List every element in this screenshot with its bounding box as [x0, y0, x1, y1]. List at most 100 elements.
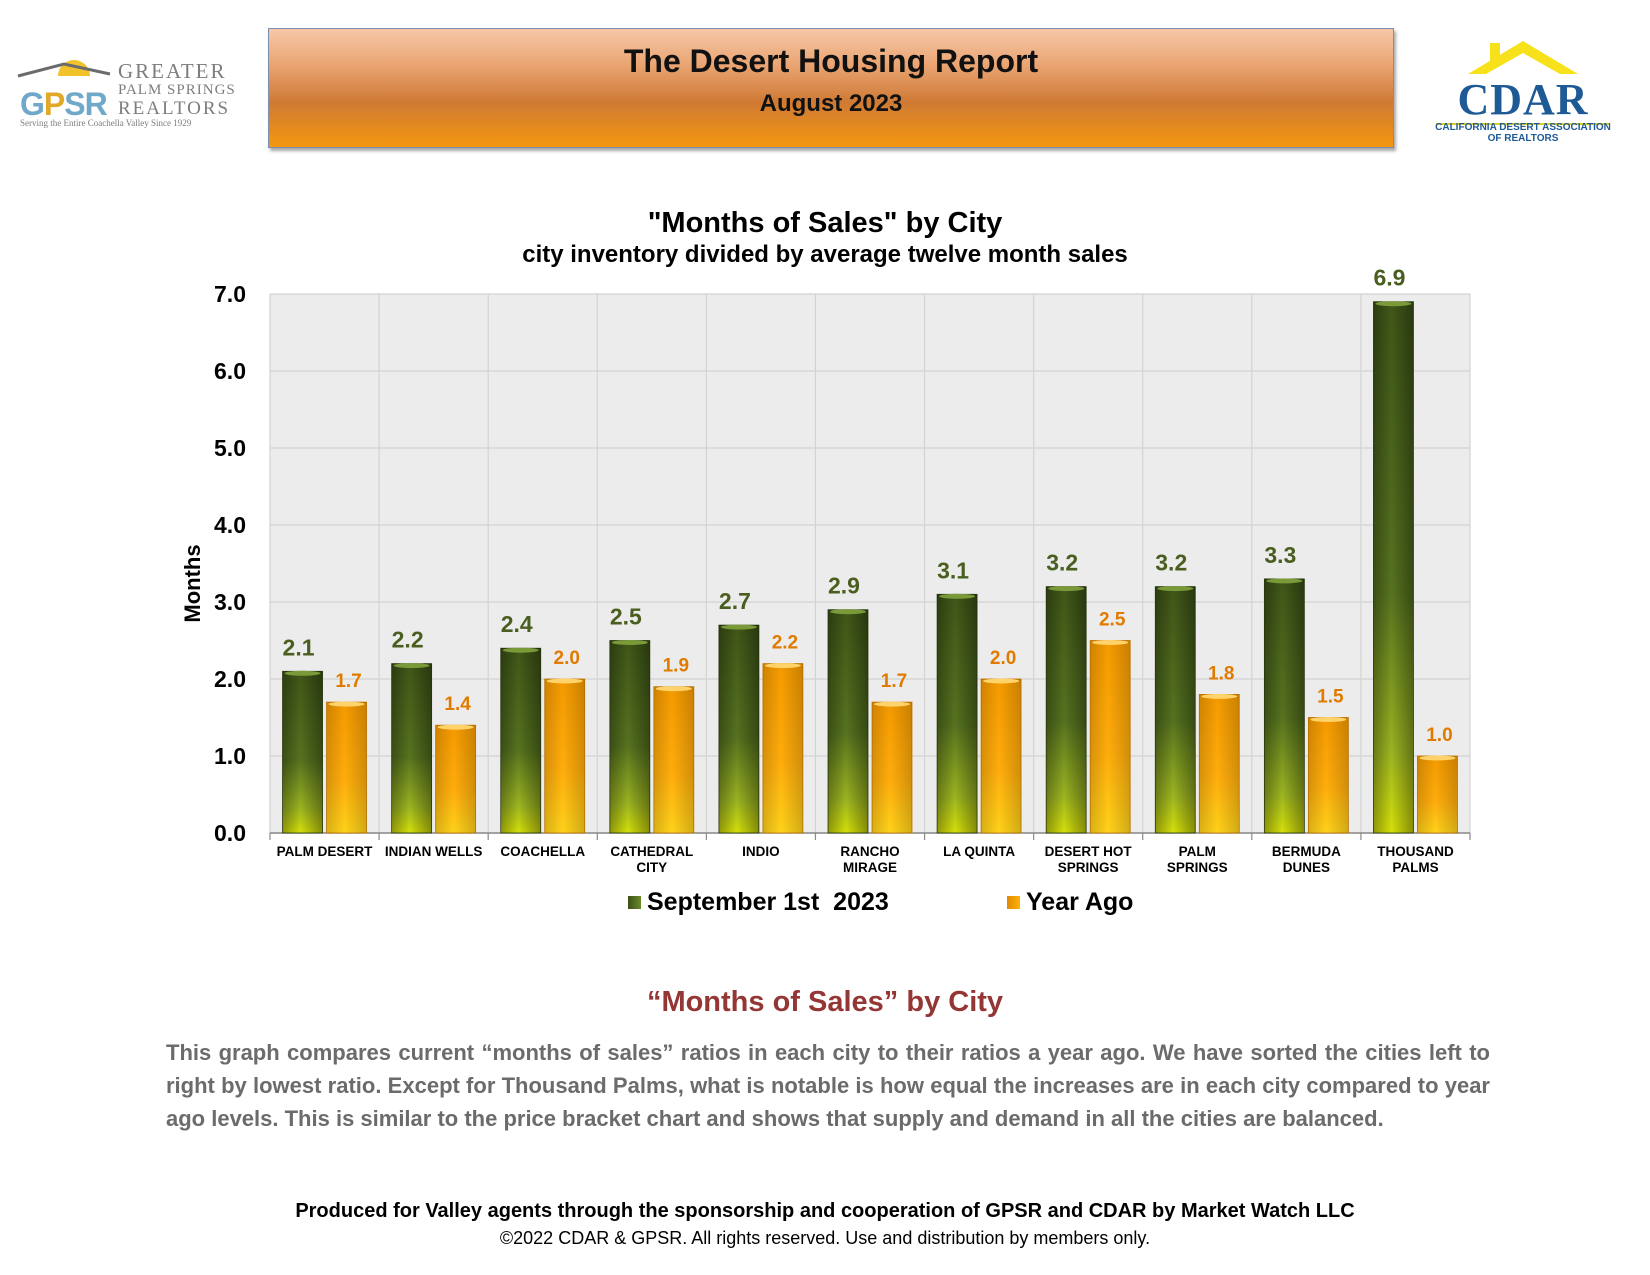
x-tick-label: COACHELLA — [500, 844, 585, 859]
y-tick-label: 2.0 — [214, 666, 246, 692]
bar-current-cap — [1375, 301, 1412, 307]
legend-item-current: September 1st 2023 — [628, 888, 889, 917]
sunrise-roof-icon — [14, 60, 124, 92]
legend-label-year-ago: Year Ago — [1026, 888, 1134, 916]
chart-legend: September 1st 2023 Year Ago — [0, 888, 1650, 928]
data-label-current: 2.5 — [610, 604, 642, 630]
bar-current-cap — [720, 624, 757, 630]
data-label-year-ago: 2.0 — [990, 648, 1016, 669]
y-tick-label: 4.0 — [214, 512, 246, 538]
data-label-current: 3.3 — [1264, 542, 1296, 568]
house-roof-icon — [1468, 41, 1578, 74]
bar-current-shade — [828, 609, 868, 833]
bar-year-ago-cap — [655, 686, 692, 692]
data-label-current: 2.9 — [828, 573, 860, 599]
gpsr-wordmark: GREATER PALM SPRINGS REALTORS — [118, 59, 236, 119]
data-label-year-ago: 1.7 — [881, 671, 907, 692]
bar-year-ago-cap — [1201, 693, 1238, 699]
report-banner: The Desert Housing Report August 2023 — [268, 28, 1394, 148]
x-tick-label: MIRAGE — [843, 860, 897, 875]
footer-copyright: ©2022 CDAR & GPSR. All rights reserved. … — [499, 1228, 1151, 1248]
legend-label-current: September 1st 2023 — [647, 888, 889, 916]
gpsr-logo: GPSR GREATER PALM SPRINGS REALTORS Servi… — [14, 52, 244, 132]
bar-current-cap — [1157, 586, 1194, 592]
data-label-year-ago: 1.9 — [663, 656, 689, 677]
bar-current-shade — [609, 640, 650, 833]
data-label-current: 3.2 — [1155, 550, 1187, 576]
data-label-current: 6.9 — [1373, 265, 1405, 291]
data-label-current: 2.7 — [719, 588, 751, 614]
bar-year-ago-cap — [437, 724, 474, 730]
gpsr-tagline: Serving the Entire Coachella Valley Sinc… — [20, 118, 192, 128]
footer-credit: Produced for Valley agents through the s… — [295, 1200, 1355, 1222]
bar-year-ago-cap — [874, 701, 910, 707]
bar-current-shade — [1264, 578, 1305, 833]
y-tick-label: 1.0 — [214, 743, 246, 769]
data-label-year-ago: 1.0 — [1426, 725, 1452, 746]
bar-current-shade — [500, 648, 541, 833]
x-tick-label: INDIO — [742, 844, 780, 859]
cdar-logo: CDAR CALIFORNIA DESERT ASSOCIATION OF RE… — [1428, 38, 1618, 148]
gpsr-letters: GPSR — [20, 86, 108, 122]
report-title: The Desert Housing Report — [623, 43, 1039, 79]
chart-subtitle: city inventory divided by average twelve… — [522, 241, 1128, 268]
bar-year-ago-cap — [546, 678, 583, 684]
bar-current-cap — [611, 640, 648, 645]
bar-current-cap — [830, 609, 866, 615]
x-tick-label: BERMUDA — [1272, 844, 1341, 859]
x-tick-label: CATHEDRAL — [610, 844, 693, 859]
bar-year-ago-cap — [764, 663, 801, 669]
x-tick-label: PALM DESERT — [277, 844, 374, 859]
x-tick-label: DUNES — [1283, 860, 1330, 875]
data-label-current: 3.1 — [937, 557, 969, 583]
bar-current-shade — [1046, 586, 1087, 833]
bar-year-ago-cap — [1419, 755, 1456, 761]
data-label-year-ago: 1.8 — [1208, 663, 1234, 684]
bar-current-cap — [502, 647, 539, 653]
legend-swatch-current — [628, 896, 641, 909]
description-body: This graph compares current “months of s… — [166, 1040, 1490, 1131]
y-tick-label: 3.0 — [214, 589, 246, 615]
data-label-year-ago: 1.5 — [1317, 687, 1344, 708]
bar-current-shade — [1155, 586, 1196, 833]
y-tick-label: 6.0 — [214, 358, 246, 384]
bar-current-cap — [939, 593, 976, 599]
bar-current-shade — [1373, 301, 1414, 833]
bar-current-shade — [391, 663, 432, 833]
cdar-underline — [1436, 123, 1610, 125]
bar-current-cap — [1266, 578, 1303, 584]
data-label-year-ago: 1.4 — [444, 694, 471, 715]
y-axis-label: Months — [180, 544, 205, 622]
data-label-current: 2.4 — [501, 611, 533, 637]
data-label-current: 2.2 — [392, 627, 424, 653]
bar-year-ago-cap — [328, 701, 365, 707]
y-tick-label: 0.0 — [214, 820, 246, 846]
x-tick-label: INDIAN WELLS — [385, 844, 483, 859]
bar-year-ago-shade — [1199, 694, 1240, 833]
x-tick-label: DESERT HOT — [1045, 844, 1133, 859]
bar-year-ago-shade — [1090, 640, 1131, 833]
legend-item-year-ago: Year Ago — [1007, 888, 1133, 917]
data-label-year-ago: 1.7 — [335, 671, 361, 692]
bar-year-ago-shade — [872, 702, 912, 833]
bar-current-shade — [282, 671, 323, 833]
bar-year-ago-cap — [983, 678, 1020, 684]
bar-year-ago-shade — [544, 679, 585, 833]
cdar-full-name: CALIFORNIA DESERT ASSOCIATION OF REALTOR… — [1435, 122, 1611, 144]
legend-swatch-year-ago — [1007, 896, 1020, 909]
data-label-current: 2.1 — [283, 634, 315, 660]
cdar-wordmark: CDAR — [1457, 75, 1589, 124]
y-tick-label: 7.0 — [214, 281, 246, 307]
x-tick-label: LA QUINTA — [943, 844, 1015, 859]
bar-year-ago-shade — [981, 679, 1022, 833]
data-label-year-ago: 2.5 — [1099, 610, 1126, 631]
bar-year-ago-shade — [762, 663, 803, 833]
data-label-year-ago: 2.2 — [772, 633, 798, 654]
bar-year-ago-shade — [1417, 756, 1458, 833]
x-tick-label: PALMS — [1392, 860, 1438, 875]
bar-year-ago-shade — [1308, 717, 1349, 833]
bar-year-ago-shade — [435, 725, 476, 833]
report-date: August 2023 — [759, 90, 903, 117]
x-tick-label: THOUSAND — [1377, 844, 1454, 859]
